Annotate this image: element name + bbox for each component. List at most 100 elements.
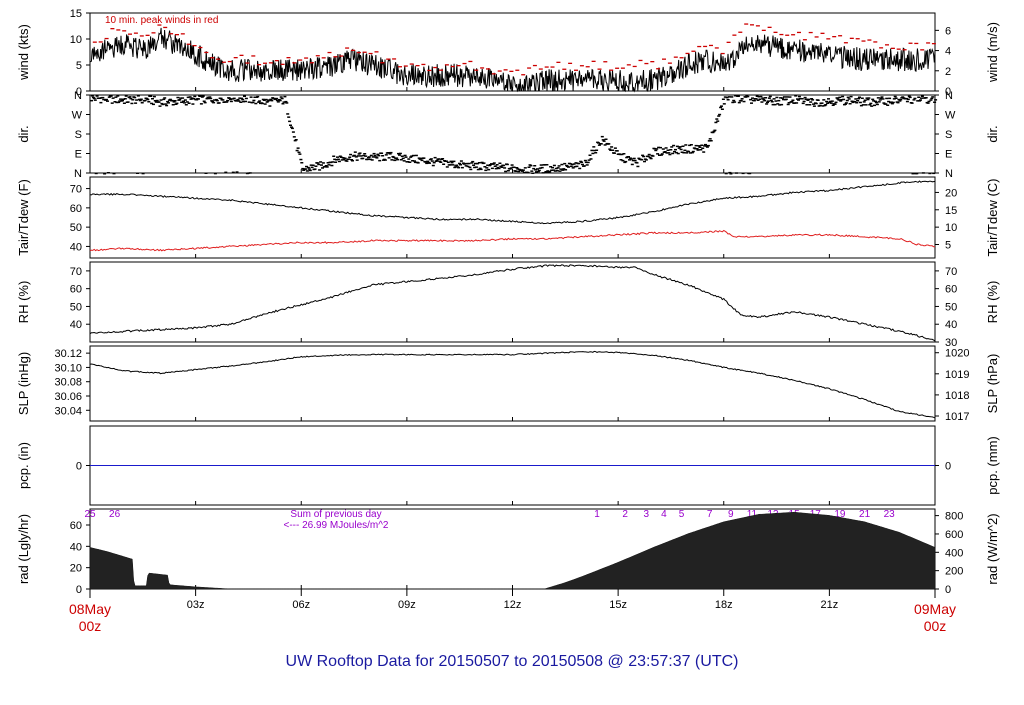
direction-point — [305, 165, 308, 168]
direction-point — [858, 101, 862, 104]
direction-point — [544, 171, 548, 173]
direction-point — [575, 165, 579, 168]
peak-wind-mark — [855, 38, 860, 40]
direction-point — [383, 159, 387, 161]
direction-point — [343, 157, 347, 159]
ytick-label-right: 2 — [945, 66, 951, 78]
peak-wind-mark — [186, 43, 191, 45]
direction-point — [109, 95, 113, 97]
direction-point — [898, 100, 902, 102]
peak-wind-mark — [251, 55, 256, 57]
direction-point — [208, 96, 212, 98]
direction-point — [711, 131, 715, 134]
direction-point — [170, 99, 174, 102]
direction-point — [197, 98, 200, 100]
direction-point — [460, 166, 464, 169]
direction-point — [468, 166, 472, 169]
direction-point — [855, 102, 859, 104]
direction-point — [890, 102, 894, 105]
ytick-label-left: 15 — [70, 8, 82, 20]
direction-point — [842, 98, 846, 101]
direction-point — [93, 99, 97, 101]
direction-point — [754, 98, 758, 100]
direction-point — [226, 99, 230, 102]
direction-point — [155, 99, 159, 102]
direction-point — [769, 99, 773, 102]
direction-point — [224, 171, 228, 174]
direction-point — [202, 100, 206, 102]
peak-wind-mark — [462, 62, 467, 65]
ytick-label-right: 0 — [945, 86, 951, 98]
direction-point — [515, 167, 519, 169]
peak-wind-mark — [386, 58, 391, 60]
direction-point — [558, 170, 562, 172]
peak-wind-mark — [732, 34, 737, 36]
peak-wind-mark — [697, 45, 702, 48]
direction-point — [268, 105, 272, 107]
direction-point — [478, 167, 482, 170]
direction-point — [889, 101, 893, 103]
peak-wind-mark — [245, 62, 250, 64]
peak-wind-mark — [421, 63, 426, 66]
radiation-hour-label: 9 — [728, 509, 734, 520]
direction-point — [165, 104, 169, 107]
direction-point — [908, 96, 912, 99]
direction-point — [764, 97, 768, 99]
direction-point — [749, 98, 753, 101]
direction-point — [533, 165, 537, 167]
direction-point — [199, 103, 203, 105]
direction-point — [541, 172, 545, 174]
direction-point — [578, 167, 582, 170]
xaxis-tick-label: 06z — [292, 599, 310, 611]
direction-point — [702, 151, 706, 153]
direction-point — [610, 146, 614, 148]
direction-point — [397, 152, 400, 155]
direction-point — [806, 99, 810, 101]
direction-point — [318, 169, 322, 171]
direction-point — [836, 98, 840, 100]
direction-point — [589, 158, 593, 160]
direction-point — [290, 127, 294, 130]
direction-point — [835, 97, 839, 99]
direction-point — [587, 159, 591, 161]
peak-wind-mark — [791, 34, 796, 36]
direction-point — [420, 159, 424, 162]
direction-point — [744, 96, 748, 98]
peak-wind-mark — [826, 38, 831, 40]
direction-point — [737, 101, 741, 104]
direction-point — [121, 99, 124, 102]
direction-point — [921, 172, 925, 174]
direction-point — [854, 98, 858, 100]
direction-point — [473, 166, 477, 169]
direction-point — [266, 100, 270, 102]
direction-point — [151, 98, 154, 100]
direction-point — [324, 165, 328, 167]
direction-point — [663, 151, 667, 153]
ytick-label-right: S — [945, 129, 952, 141]
ytick-label-right: 800 — [945, 511, 963, 523]
direction-point — [285, 102, 289, 104]
direction-point — [445, 166, 449, 168]
direction-point — [640, 159, 644, 161]
direction-point — [422, 157, 426, 159]
direction-point — [187, 102, 191, 104]
direction-point — [669, 149, 673, 151]
peak-wind-mark — [527, 67, 532, 69]
direction-point — [683, 149, 687, 152]
ylabel-left: SLP (inHg) — [16, 352, 31, 415]
direction-point — [182, 102, 186, 104]
direction-point — [475, 162, 479, 165]
direction-point — [491, 163, 495, 165]
direction-point — [658, 154, 661, 156]
direction-point — [286, 113, 290, 115]
direction-point — [154, 101, 158, 103]
direction-point — [157, 101, 161, 103]
direction-point — [521, 169, 525, 171]
direction-point — [442, 163, 446, 165]
direction-point — [514, 170, 518, 172]
direction-point — [512, 166, 516, 168]
direction-point — [549, 166, 553, 168]
direction-point — [474, 166, 478, 168]
direction-point — [765, 103, 769, 105]
